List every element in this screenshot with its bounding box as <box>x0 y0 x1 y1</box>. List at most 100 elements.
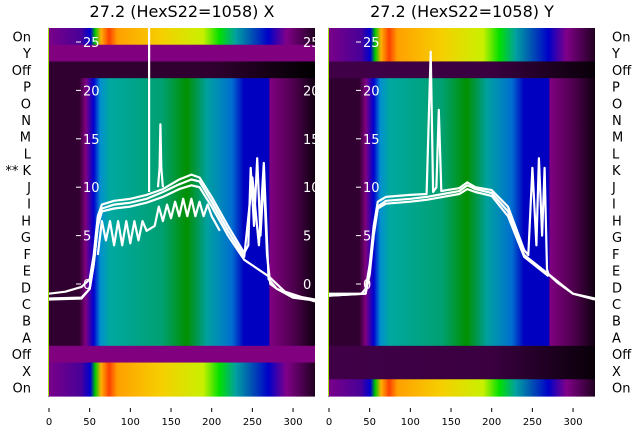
y-tick-label: 10 <box>83 181 100 196</box>
row-label: H <box>21 214 31 229</box>
row-label: Y <box>22 47 31 62</box>
heatmap-row-7 <box>328 145 595 163</box>
row-label: F <box>612 248 619 263</box>
trace-osc <box>96 197 221 256</box>
row-label: ** K <box>5 164 31 179</box>
row-label: Off <box>12 64 32 79</box>
heatmap-row-20 <box>48 362 315 380</box>
heatmap-row-2 <box>328 61 595 79</box>
x-tick-label: 300 <box>563 417 582 428</box>
heatmap-row-15 <box>48 278 315 297</box>
row-label: N <box>21 114 31 129</box>
y-tick-label: 20 <box>363 84 380 99</box>
row-label: X <box>22 365 31 380</box>
x-tick-label: 50 <box>83 417 96 428</box>
row-label: On <box>13 30 31 45</box>
y-tick-label: 25 <box>363 36 380 51</box>
row-label: P <box>612 81 620 96</box>
row-label: On <box>612 30 630 45</box>
row-label: Off <box>612 64 632 79</box>
x-tick-label: 100 <box>401 417 420 428</box>
panel-x-title: 27.2 (HexS22=1058) X <box>90 2 275 21</box>
row-label: P <box>23 81 31 96</box>
x-tick-label: 100 <box>121 417 140 428</box>
heatmap-row-17 <box>48 312 315 330</box>
x-tick-label: 150 <box>161 417 180 428</box>
row-label: B <box>22 315 31 330</box>
row-label: D <box>612 281 622 296</box>
heatmap-row-0 <box>48 28 315 46</box>
row-label: On <box>13 382 31 397</box>
heatmap-row-21 <box>48 379 315 397</box>
row-label: J <box>26 181 31 196</box>
y-tick-label-right: 0 <box>303 278 311 293</box>
trace-3 <box>329 188 550 297</box>
y-tick-label: 15 <box>83 133 100 148</box>
heatmap-row-1 <box>328 44 595 63</box>
x-tick-label: 0 <box>326 417 332 428</box>
y-tick-label: 0 <box>83 278 91 293</box>
y-tick-label: 5 <box>83 230 91 245</box>
x-tick-label: 200 <box>482 417 501 428</box>
row-label: A <box>22 331 31 346</box>
x-tick-label: 250 <box>243 417 262 428</box>
y-tick-label: 5 <box>363 230 371 245</box>
row-label: J <box>611 181 616 196</box>
row-label: F <box>24 248 31 263</box>
row-label: Y <box>611 47 620 62</box>
y-tick-label-right: 15 <box>303 133 320 148</box>
row-label: N <box>612 114 622 129</box>
heatmap-row-11 <box>328 212 595 230</box>
heatmap-row-5 <box>328 111 595 129</box>
heatmap-row-7 <box>48 145 315 163</box>
row-label: M <box>20 131 31 146</box>
row-label: Off <box>612 348 632 363</box>
row-label: X <box>612 365 621 380</box>
heatmap-row-18 <box>48 329 315 347</box>
x-tick-label: 200 <box>202 417 221 428</box>
row-label: Off <box>12 348 32 363</box>
heatmap-row-21 <box>328 379 595 397</box>
heatmap-row-5 <box>48 111 315 129</box>
y-tick-label: 15 <box>363 133 380 148</box>
heatmap-row-2 <box>48 61 315 79</box>
row-label: H <box>612 214 622 229</box>
heatmap-row-13 <box>48 245 315 263</box>
row-label: A <box>612 331 621 346</box>
row-label: I <box>612 198 616 213</box>
row-label: O <box>21 97 31 112</box>
panel-y-title: 27.2 (HexS22=1058) Y <box>370 2 554 21</box>
row-label: E <box>23 265 31 280</box>
row-label: C <box>612 298 621 313</box>
trace-spike-137 <box>156 123 164 188</box>
row-label: B <box>612 315 621 330</box>
heatmap-row-16 <box>48 295 315 313</box>
row-label: O <box>612 97 622 112</box>
x-tick-label: 0 <box>46 417 52 428</box>
heatmap-row-6 <box>328 128 595 146</box>
row-label: G <box>612 231 622 246</box>
x-tick-label: 300 <box>283 417 302 428</box>
heatmap-row-18 <box>328 329 595 347</box>
heatmap-row-11 <box>48 212 315 230</box>
row-label: K <box>612 164 621 179</box>
heatmap-row-19 <box>328 345 595 364</box>
heatmap-row-15 <box>328 278 595 297</box>
x-tick-label: 250 <box>523 417 542 428</box>
heatmap-row-13 <box>328 245 595 263</box>
heatmap-row-1 <box>48 44 315 63</box>
heatmap-row-8 <box>328 161 595 180</box>
x-tick-label: 150 <box>441 417 460 428</box>
heatmap-row-19 <box>48 345 315 364</box>
heatmap-row-4 <box>328 94 595 113</box>
row-label: C <box>22 298 31 313</box>
row-label: I <box>27 198 31 213</box>
heatmap-row-14 <box>328 262 595 280</box>
heatmap-row-3 <box>328 78 595 96</box>
heatmap-row-14 <box>48 262 315 280</box>
heatmap-row-8 <box>48 161 315 180</box>
y-tick-label-right: 25 <box>303 36 320 51</box>
trace-3 <box>49 184 315 303</box>
